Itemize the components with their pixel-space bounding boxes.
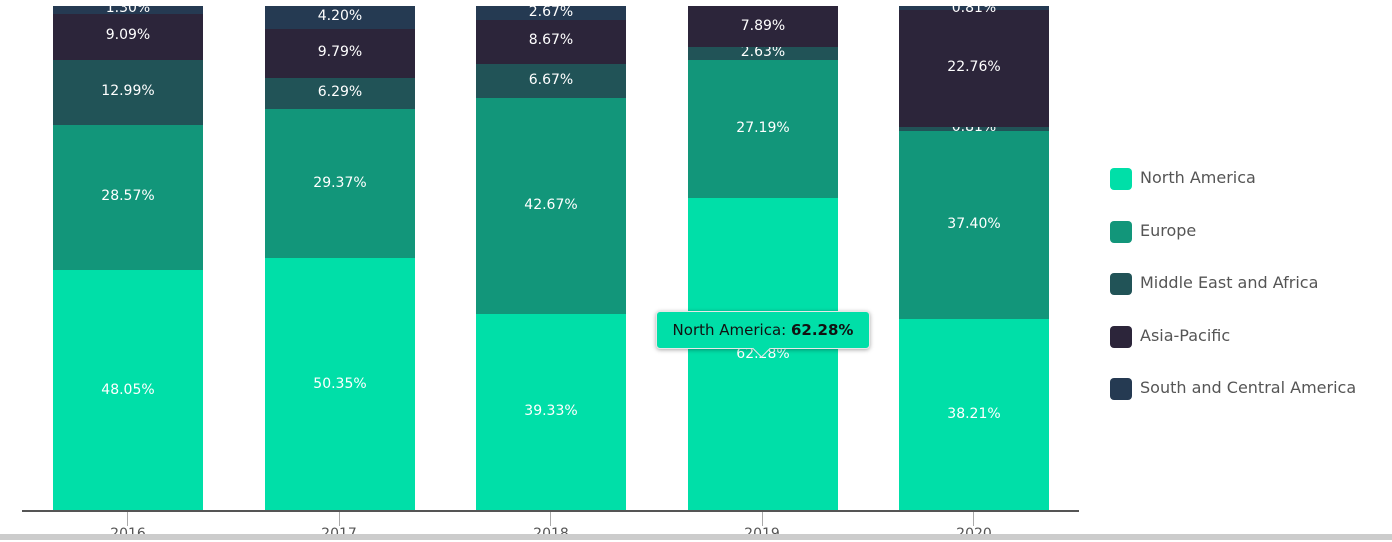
segment-asia-pacific[interactable]: 9.79% [265, 29, 415, 78]
value-label: 7.89% [740, 18, 786, 34]
legend-swatch [1110, 221, 1132, 243]
segment-north-america[interactable]: 39.33% [476, 314, 626, 510]
value-label: 9.79% [317, 44, 363, 60]
legend-swatch [1110, 378, 1132, 400]
value-label: 6.29% [317, 84, 363, 100]
legend-swatch [1110, 273, 1132, 295]
segment-middle-east-africa[interactable]: 2.63% [688, 44, 838, 60]
value-label: 48.05% [101, 382, 155, 398]
segment-asia-pacific[interactable]: 9.09% [53, 14, 203, 60]
legend-label: South and Central America [1140, 378, 1357, 397]
value-label: 9.09% [105, 27, 151, 43]
legend-swatch [1110, 326, 1132, 348]
value-label: 4.20% [317, 8, 363, 24]
x-tick [127, 512, 128, 526]
value-label: 6.67% [528, 72, 574, 88]
segment-europe[interactable]: 29.37% [265, 109, 415, 258]
segment-south-central-america[interactable] [899, 6, 1049, 10]
value-label: 42.67% [524, 197, 578, 213]
tooltip: North America: 62.28% [656, 311, 870, 358]
legend-label: North America [1140, 168, 1256, 187]
legend-label: Middle East and Africa [1140, 273, 1319, 292]
segment-north-america[interactable]: 38.21% [899, 319, 1049, 510]
x-tick [550, 512, 551, 526]
value-label: 50.35% [313, 376, 367, 392]
segment-north-america[interactable]: 48.05% [53, 270, 203, 510]
segment-south-central-america[interactable]: 2.67% [476, 6, 626, 20]
value-label: 28.57% [101, 188, 155, 204]
value-label: 8.67% [528, 32, 574, 48]
legend-swatch [1110, 168, 1132, 190]
value-label: 22.76% [947, 59, 1001, 75]
bar-2016[interactable]: 48.05% 28.57% 12.99% 9.09% 1.30% [53, 0, 203, 510]
segment-south-central-america[interactable]: 1.30% [53, 6, 203, 14]
bar-2018[interactable]: 39.33% 42.67% 6.67% 8.67% 2.67% [476, 0, 626, 510]
segment-middle-east-africa[interactable]: 12.99% [53, 60, 203, 125]
value-label: 27.19% [736, 120, 790, 136]
tooltip-series: North America: [672, 321, 791, 339]
segment-middle-east-africa[interactable]: 6.29% [265, 78, 415, 109]
segment-europe[interactable]: 42.67% [476, 98, 626, 314]
value-label: 38.21% [947, 406, 1001, 422]
value-label: 37.40% [947, 216, 1001, 232]
segment-europe[interactable]: 27.19% [688, 60, 838, 198]
segment-asia-pacific[interactable]: 8.67% [476, 20, 626, 64]
value-label: 29.37% [313, 175, 367, 191]
x-tick [762, 512, 763, 526]
x-tick [973, 512, 974, 526]
legend-label: Asia-Pacific [1140, 326, 1231, 345]
tooltip-value: 62.28% [790, 321, 854, 339]
legend-label: Europe [1140, 221, 1197, 240]
bar-2017[interactable]: 50.35% 29.37% 6.29% 9.79% 4.20% [265, 0, 415, 510]
segment-europe[interactable]: 37.40% [899, 131, 1049, 319]
horizontal-scrollbar[interactable] [0, 534, 1392, 540]
value-label: 2.67% [528, 6, 574, 20]
value-label: 39.33% [524, 403, 578, 419]
x-tick [339, 512, 340, 526]
value-label: 12.99% [101, 83, 155, 99]
segment-south-central-america[interactable]: 4.20% [265, 6, 415, 29]
segment-north-america[interactable]: 50.35% [265, 258, 415, 510]
bar-2020[interactable]: 38.21% 37.40% 0.81% 22.76% 0.81% [899, 0, 1049, 510]
segment-europe[interactable]: 28.57% [53, 125, 203, 270]
bar-2019[interactable]: 62.28% 27.19% 2.63% 7.89% [688, 0, 838, 510]
value-label: 2.63% [740, 44, 786, 60]
x-axis-line [22, 510, 1079, 512]
segment-middle-east-africa[interactable]: 0.81% [899, 119, 1049, 135]
segment-middle-east-africa[interactable]: 6.67% [476, 64, 626, 98]
segment-asia-pacific[interactable]: 22.76% [899, 10, 1049, 127]
value-label: 0.81% [951, 0, 997, 16]
segment-asia-pacific[interactable]: 7.89% [688, 6, 838, 47]
value-label: 1.30% [105, 6, 151, 14]
